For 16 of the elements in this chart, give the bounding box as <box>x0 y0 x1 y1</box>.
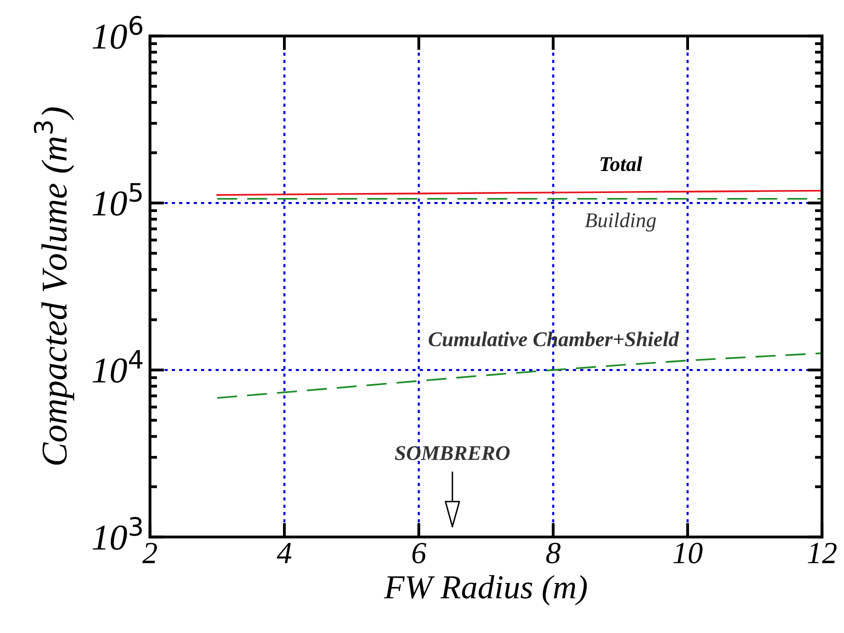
y-tick-label: 10$^{5}$ <box>92 183 142 216</box>
series-label: Building <box>584 212 656 232</box>
x-tick-label: 12 <box>808 542 837 564</box>
y-tick-label: 10$^{3}$ <box>92 516 142 550</box>
x-tick-label: 4 <box>276 542 292 564</box>
y-tick-label: 10$^{6}$ <box>92 16 142 49</box>
x-axis-title: FW Radius (m) <box>384 575 587 606</box>
x-tick-label: 8 <box>546 542 560 564</box>
y-axis-title: Compacted Volume (m$^{3}$) <box>34 107 74 465</box>
series-label: Total <box>600 156 642 172</box>
x-tick-label: 10 <box>673 542 702 564</box>
y-tick-label: 10$^{4}$ <box>92 350 142 383</box>
series-label: Cumulative Chamber+Shield <box>428 332 680 346</box>
x-tick-label: 6 <box>412 542 426 564</box>
annotation: SOMBRERO <box>394 446 510 460</box>
x-tick-label: 2 <box>142 542 157 564</box>
